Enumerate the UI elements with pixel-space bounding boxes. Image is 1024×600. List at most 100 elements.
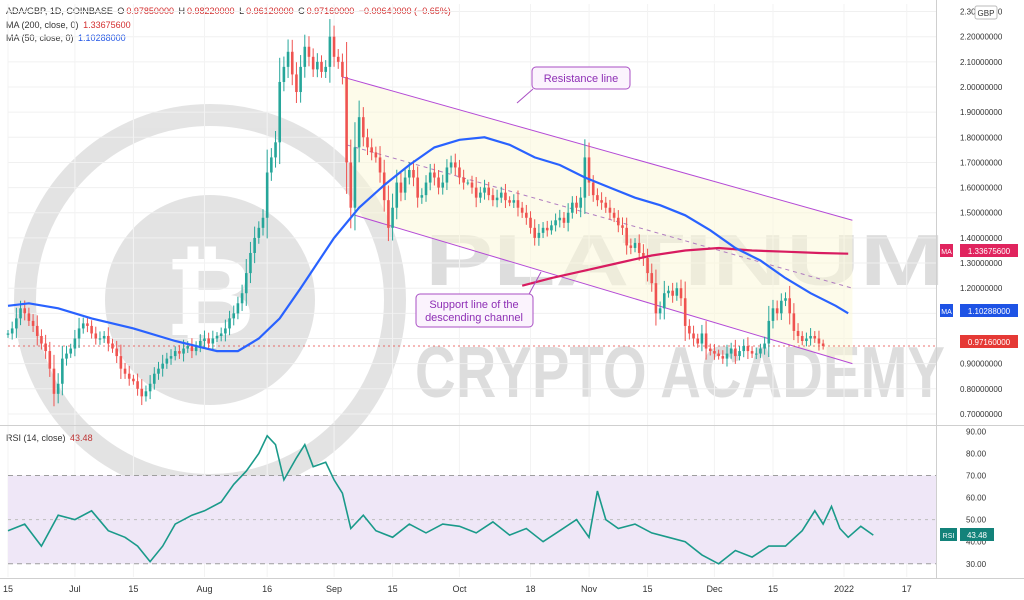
rsi-badge-value-bg [960, 528, 994, 541]
candle-body [274, 142, 277, 158]
candle-body [525, 212, 528, 218]
candle-body [700, 333, 704, 344]
candle-body [370, 147, 373, 153]
candle-body [165, 358, 169, 364]
price-tick-label: 1.60000000 [960, 184, 1003, 193]
candle-body [353, 147, 357, 208]
candle-body [31, 320, 35, 326]
candle-body [186, 346, 190, 349]
candle-body [311, 56, 315, 70]
candle-body [621, 225, 624, 228]
candle-body [416, 177, 419, 198]
ma200-badge-tag-bg [940, 244, 953, 257]
time-tick-label: Sep [326, 584, 342, 594]
time-tick-label: 15 [388, 584, 398, 594]
candle-body [725, 353, 729, 359]
candle-body [545, 227, 549, 231]
candle-body [290, 51, 294, 75]
candle-body [69, 348, 72, 354]
candle-body [466, 182, 470, 184]
candle-body [265, 172, 269, 218]
candle-body [453, 162, 457, 168]
candle-body [173, 351, 177, 357]
candle-body [111, 343, 114, 349]
candle-body [299, 66, 302, 93]
low-value: 0.96120000 [246, 6, 294, 16]
candle-body [115, 348, 118, 357]
candle-body [792, 313, 796, 331]
candle-body [144, 391, 148, 397]
candle-body [107, 335, 110, 344]
rsi-panel [8, 475, 936, 565]
price-tick-label: 1.80000000 [960, 133, 1003, 142]
ma200-badge: MA 1.33675600 [940, 244, 1018, 257]
candle-body [533, 227, 536, 238]
time-tick-label: 2022 [834, 584, 854, 594]
candle-body [362, 117, 365, 138]
candle-body [15, 318, 18, 329]
last-price-badge-bg [960, 335, 1018, 348]
time-tick-label: 15 [128, 584, 138, 594]
candle-body [44, 343, 47, 352]
candle-body [140, 388, 144, 397]
candle-body [504, 192, 507, 201]
candle-body [516, 200, 520, 208]
candle-body [717, 353, 720, 357]
low-label: L [239, 6, 245, 16]
candle-body [767, 320, 771, 344]
ma50-badge-tag-bg [940, 304, 953, 317]
candle-body [771, 308, 775, 321]
candle-body [387, 200, 390, 228]
candle-body [780, 300, 783, 314]
candle-body [642, 252, 645, 259]
resistance-annotation: Resistance line [516, 66, 631, 104]
candle-body [378, 157, 382, 173]
candle-body [374, 152, 378, 158]
open-value: 0.97850000 [126, 6, 174, 16]
ma50-label: MA (50, close, 0) [6, 33, 74, 43]
price-tick-label: 2.10000000 [960, 58, 1003, 67]
ma200-line [521, 246, 849, 287]
candle-body [295, 74, 298, 93]
rsi-badge-tag: RSI [943, 533, 955, 540]
ma200-legend: MA (200, close, 0) 1.33675600 [6, 20, 133, 30]
candle-body [10, 328, 14, 334]
ma50-badge-tag: MA [941, 309, 952, 316]
candle-body [153, 373, 156, 384]
candle-body [395, 182, 399, 208]
ma200-badge-tag: MA [941, 249, 952, 256]
candle-body [558, 217, 562, 221]
candle-body [604, 202, 608, 208]
candle-body [48, 351, 52, 369]
candle-body [746, 346, 750, 352]
candle-body [759, 348, 762, 354]
watermark-coin-icon [105, 195, 315, 405]
candle-body [445, 167, 449, 183]
candle-body [617, 217, 620, 226]
candle-body [675, 288, 679, 296]
candle-body [408, 169, 411, 178]
ma50-badge-value: 1.10288000 [968, 307, 1011, 316]
price-tick-label: 0.90000000 [960, 360, 1003, 369]
candle-body [316, 61, 319, 70]
candle-body [554, 220, 557, 226]
ma200-badge-value-bg [960, 244, 1018, 257]
channel-fill [342, 76, 853, 364]
candle-body [692, 333, 695, 339]
candle-body [729, 348, 733, 354]
support-text-line1: Support line of the [429, 299, 518, 311]
candle-body [537, 232, 541, 238]
candle-body [157, 368, 160, 374]
candle-body [704, 333, 708, 349]
time-tick-label: Jul [69, 584, 81, 594]
candle-body [708, 348, 712, 352]
candle-body [667, 290, 670, 294]
candle-body [428, 172, 432, 183]
candle-body [470, 182, 474, 188]
candle-body [713, 351, 716, 354]
candle-body [253, 237, 256, 253]
candle-body [40, 335, 43, 344]
candle-body [784, 298, 787, 301]
ma200-label: MA (200, close, 0) [6, 20, 79, 30]
